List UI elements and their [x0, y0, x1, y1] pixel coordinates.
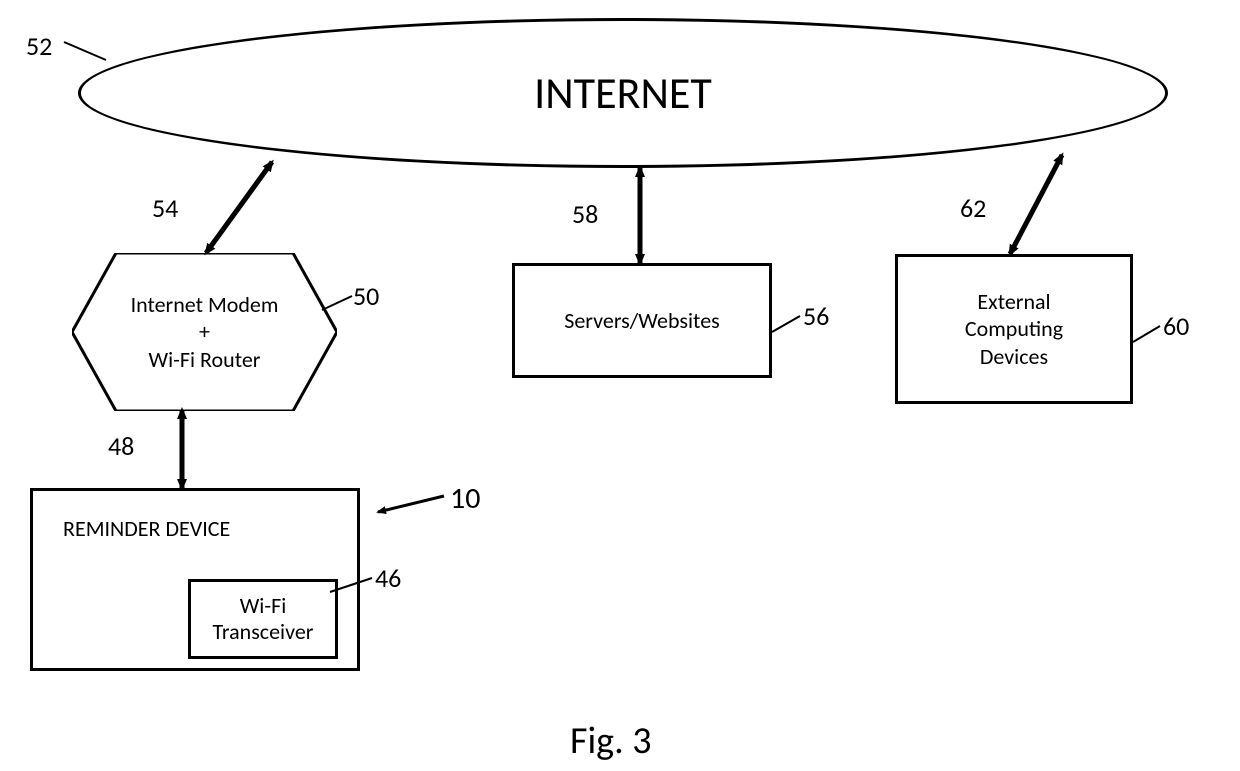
leader-10	[378, 496, 444, 512]
edge-54	[206, 162, 272, 253]
ref-54: 54	[152, 192, 178, 224]
ref-52: 52	[26, 30, 52, 62]
ref-56: 56	[803, 300, 829, 332]
leader-60	[1133, 326, 1160, 342]
edges-layer	[0, 0, 1240, 771]
edge-62	[1010, 155, 1062, 254]
diagram-canvas: INTERNET Internet Modem + Wi-Fi Router S…	[0, 0, 1240, 771]
ref-46: 46	[375, 562, 401, 594]
leader-52	[64, 42, 106, 60]
ref-58: 58	[572, 198, 598, 230]
ref-10: 10	[450, 480, 480, 517]
ref-50: 50	[353, 280, 379, 312]
ref-60: 60	[1163, 310, 1189, 342]
leader-46	[330, 578, 372, 592]
ref-62: 62	[960, 192, 986, 224]
leader-50	[322, 296, 352, 310]
ref-48: 48	[108, 430, 134, 462]
leader-56	[772, 316, 800, 332]
figure-caption: Fig. 3	[570, 718, 652, 764]
